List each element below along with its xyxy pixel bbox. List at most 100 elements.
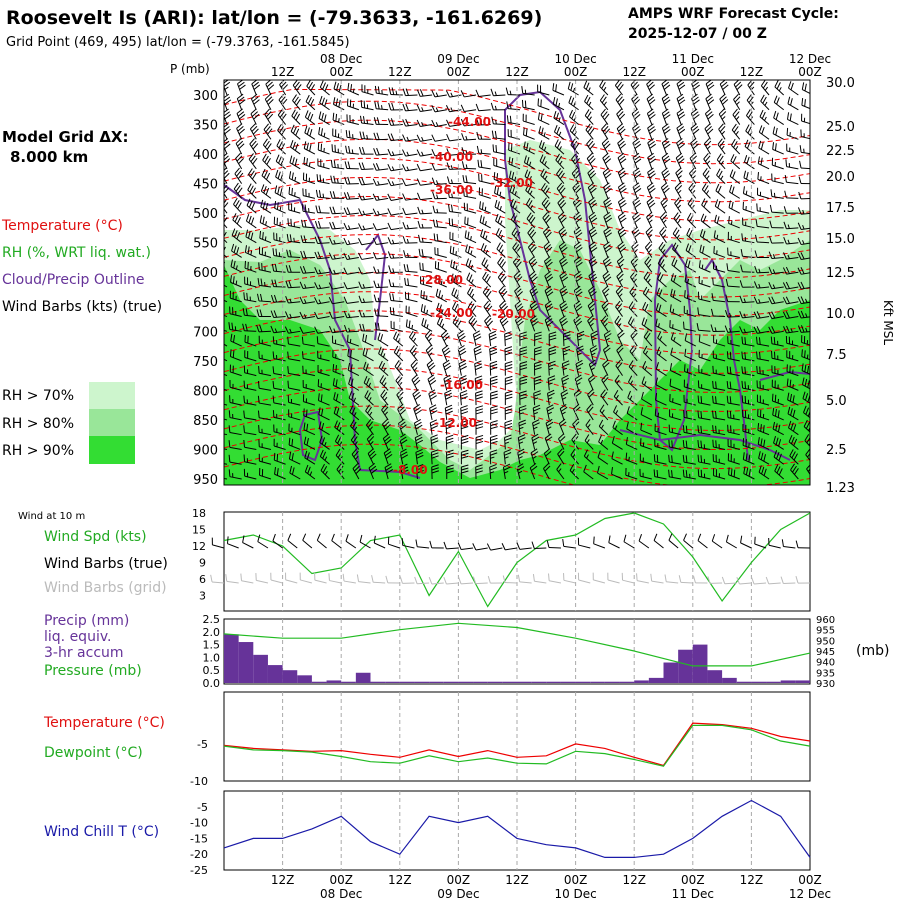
rh70-swatch <box>89 382 135 409</box>
pressure-tick: 550 <box>193 237 218 252</box>
cross-section-fill <box>214 79 814 485</box>
height-axis-label: Kft MSL <box>881 300 895 345</box>
precip-bar <box>532 682 547 683</box>
precip-bar <box>620 682 635 683</box>
legend-cloud: Cloud/Precip Outline <box>2 272 145 288</box>
precip-bar <box>458 682 473 683</box>
bottom-hour-label: 12Z <box>505 873 529 887</box>
pressure-tick-right: 935 <box>816 668 835 679</box>
precip-bar <box>766 682 781 683</box>
pressure-tick: 450 <box>193 178 218 193</box>
top-hour-label: 00Z <box>329 65 353 79</box>
bottom-hour-label: 12Z <box>388 873 412 887</box>
precip-tick: 1.0 <box>203 651 221 664</box>
pressure-axis-label: P (mb) <box>170 62 210 76</box>
legend-rh90: RH > 90% <box>2 443 74 459</box>
height-tick: 7.5 <box>826 348 847 363</box>
height-tick: 17.5 <box>826 201 855 216</box>
wind-panel-title: Wind at 10 m <box>18 511 85 522</box>
top-hour-label: 12Z <box>388 65 412 79</box>
temp-contour-label: -40.00 <box>430 150 473 164</box>
pressure-tick-right: 940 <box>816 658 835 669</box>
precip-bar <box>327 680 342 683</box>
temp-contour-label: -8.00 <box>393 463 428 477</box>
forecast-cycle: 2025-12-07 / 00 Z <box>628 26 767 42</box>
temp-contour-label: -16.00 <box>440 378 483 392</box>
precip-bar <box>429 682 444 683</box>
precip-bar <box>781 680 796 683</box>
precip-bar <box>312 682 327 683</box>
height-tick: 1.23 <box>826 481 855 496</box>
height-tick: 5.0 <box>826 394 847 409</box>
precip-bar <box>649 678 664 683</box>
legend-liq: liq. equiv. <box>44 629 111 645</box>
temp-tick: -5 <box>197 738 208 751</box>
precip-bar <box>297 675 312 683</box>
bottom-hour-label: 12Z <box>622 873 646 887</box>
legend-windchill: Wind Chill T (°C) <box>44 824 159 840</box>
precip-bar <box>385 682 400 683</box>
precip-tick: 0.5 <box>203 664 221 677</box>
pressure-tick: 800 <box>193 384 218 399</box>
top-hour-label: 12Z <box>505 65 529 79</box>
precip-bar <box>444 682 459 683</box>
height-tick: 20.0 <box>826 170 855 185</box>
precip-bar <box>473 682 488 683</box>
top-day-label: 08 Dec <box>320 52 362 66</box>
height-tick: 10.0 <box>826 307 855 322</box>
chill-tick: -25 <box>190 864 208 877</box>
wind-tick: 6 <box>199 573 206 586</box>
bottom-hour-label: 00Z <box>329 873 353 887</box>
wind-barb-grid <box>211 575 224 583</box>
precip-bar <box>678 650 693 683</box>
temp-contour-label: -32.00 <box>490 176 533 190</box>
top-hour-label: 12Z <box>622 65 646 79</box>
pressure-tick-right: 945 <box>816 647 835 658</box>
temp-tick: -10 <box>190 775 208 788</box>
top-hour-label: 00Z <box>681 65 705 79</box>
precip-bar <box>400 682 415 683</box>
temp-contour-label: -12.00 <box>434 416 477 430</box>
wind-tick: 18 <box>192 507 206 520</box>
top-hour-label: 12Z <box>271 65 295 79</box>
wind-tick: 3 <box>199 590 206 603</box>
temp-contour-label: -24.00 <box>430 306 473 320</box>
precip-bar <box>707 670 722 683</box>
legend-rh70: RH > 70% <box>2 388 74 404</box>
precip-bar <box>268 665 283 683</box>
height-tick: 15.0 <box>826 232 855 247</box>
chill-tick: -10 <box>190 817 208 830</box>
bottom-hour-label: 00Z <box>447 873 471 887</box>
precip-bar <box>488 682 503 683</box>
bottom-hour-label: 00Z <box>564 873 588 887</box>
precip-bar <box>224 634 239 683</box>
temp-contour-label: -20.00 <box>492 307 535 321</box>
pressure-tick-right: 950 <box>816 636 835 647</box>
wind-tick: 9 <box>199 557 206 570</box>
top-day-label: 09 Dec <box>437 52 479 66</box>
pressure-tick: 900 <box>193 443 218 458</box>
precip-bar <box>414 682 429 683</box>
precip-tick: 2.0 <box>203 626 221 639</box>
precip-bar <box>737 682 752 683</box>
precip-bar <box>502 682 517 683</box>
precip-tick: 2.5 <box>203 613 221 626</box>
legend-temp: Temperature (°C) <box>43 715 165 731</box>
precip-bar <box>605 682 620 683</box>
pressure-unit: (mb) <box>856 643 889 659</box>
top-hour-label: 00Z <box>798 65 822 79</box>
pressure-tick: 950 <box>193 473 218 488</box>
legend-rh80: RH > 80% <box>2 416 74 432</box>
chill-tick: -15 <box>190 832 208 845</box>
chill-tick: -5 <box>197 801 208 814</box>
wind-tick: 15 <box>192 524 206 537</box>
height-tick: 2.5 <box>826 443 847 458</box>
pressure-tick: 700 <box>193 325 218 340</box>
pressure-tick: 350 <box>193 119 218 134</box>
precip-bar <box>517 682 532 683</box>
bottom-hour-label: 00Z <box>681 873 705 887</box>
precip-bar <box>283 670 298 683</box>
precip-bar <box>239 642 254 683</box>
